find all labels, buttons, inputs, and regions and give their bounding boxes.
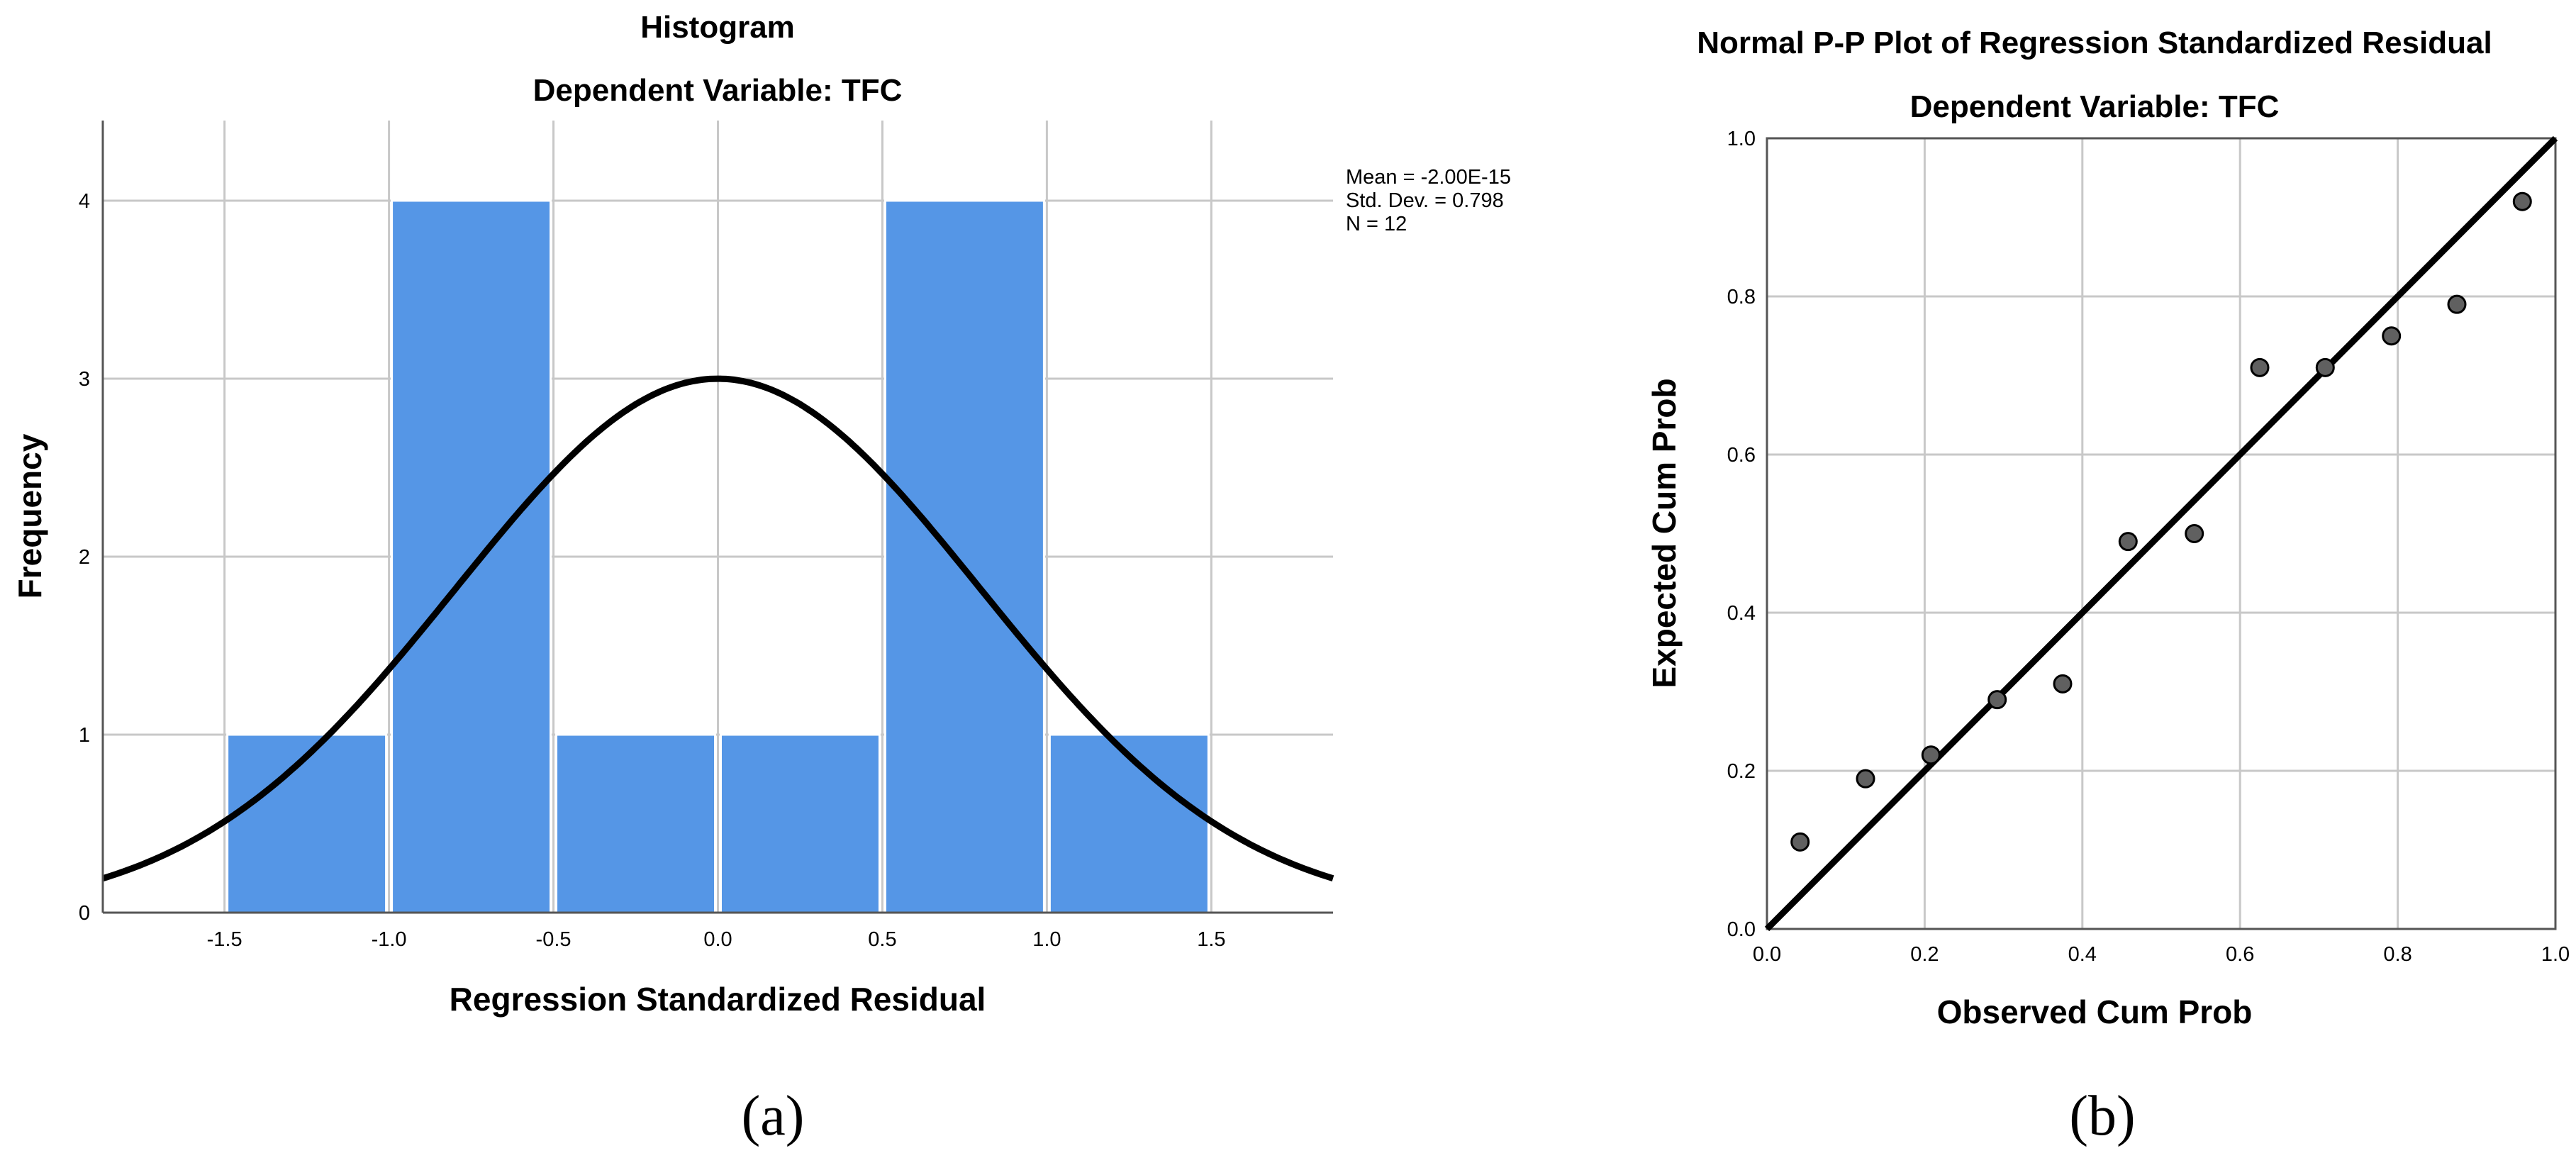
histogram-bars	[226, 199, 1210, 914]
histogram-y-tick-3: 3	[79, 368, 90, 391]
pp-plot-y-tick-1: 0.2	[1727, 760, 1756, 783]
pp-plot-subtitle: Dependent Variable: TFC	[1910, 89, 2280, 124]
pp-plot-y-axis-label: Expected Cum Prob	[1646, 378, 1683, 688]
stats-mean: Mean = -2.00E-15	[1346, 166, 1511, 189]
histogram-bar-0	[226, 733, 388, 914]
pp-plot-y-tick-labels: 0.0 0.2 0.4 0.6 0.8 1.0	[1727, 128, 1756, 941]
histogram-y-tick-0: 0	[79, 902, 90, 925]
pp-plot-y-tick-4: 0.8	[1727, 286, 1756, 308]
pp-plot-point-0	[1790, 832, 1810, 852]
pp-plot-point-8	[2315, 357, 2335, 377]
histogram-subtitle: Dependent Variable: TFC	[533, 73, 903, 108]
histogram-y-axis-label: Frequency	[11, 433, 48, 599]
histogram-gridlines	[103, 121, 1333, 913]
histogram-panel: Histogram Dependent Variable: TFC -1.5 -1…	[11, 10, 1511, 1147]
histogram-y-tick-labels: 0 1 2 3 4	[79, 190, 90, 925]
pp-plot-point-2	[1921, 745, 1941, 765]
reference-diagonal-line	[1764, 135, 2558, 932]
histogram-bar-1	[391, 199, 552, 914]
pp-plot-panel: Normal P-P Plot of Regression Standardiz…	[1646, 26, 2570, 1147]
pp-plot-x-tick-5: 1.0	[2541, 943, 2570, 966]
pp-plot-x-tick-2: 0.4	[2068, 943, 2097, 966]
pp-plot-y-tick-0: 0.0	[1727, 918, 1756, 941]
pp-plot-x-tick-3: 0.6	[2226, 943, 2254, 966]
pp-plot-y-tick-2: 0.4	[1727, 602, 1756, 625]
histogram-x-tick-3: 0.0	[703, 928, 732, 951]
pp-plot-x-tick-4: 0.8	[2383, 943, 2411, 966]
pp-plot-point-11	[2512, 191, 2532, 211]
pp-plot-x-tick-labels: 0.0 0.2 0.4 0.6 0.8 1.0	[1753, 943, 2570, 966]
pp-plot-point-1	[1856, 769, 1875, 789]
pp-plot-point-5	[2118, 532, 2138, 552]
histogram-x-tick-5: 1.0	[1032, 928, 1061, 951]
pp-plot-x-tick-1: 0.2	[1910, 943, 1939, 966]
pp-plot-x-tick-0: 0.0	[1753, 943, 1781, 966]
histogram-bar-5	[1048, 733, 1210, 914]
histogram-x-tick-2: -0.5	[536, 928, 571, 951]
pp-plot-point-6	[2185, 524, 2204, 543]
caption-b: (b)	[2069, 1085, 2135, 1147]
pp-plot-point-10	[2447, 294, 2467, 314]
pp-plot-y-tick-5: 1.0	[1727, 128, 1756, 150]
histogram-x-tick-6: 1.5	[1197, 928, 1225, 951]
pp-plot-frame	[1766, 137, 2557, 930]
normal-curve	[101, 375, 1334, 881]
pp-plot-point-3	[1987, 690, 2007, 710]
pp-plot-point-4	[2053, 674, 2073, 694]
pp-plot-title: Normal P-P Plot of Regression Standardiz…	[1697, 26, 2492, 60]
pp-plot-point-7	[2250, 357, 2270, 377]
histogram-bar-2	[555, 733, 717, 914]
pp-plot-points	[1790, 191, 2532, 852]
histogram-title: Histogram	[640, 10, 795, 45]
histogram-stats-box: Mean = -2.00E-15 Std. Dev. = 0.798 N = 1…	[1346, 166, 1511, 235]
caption-a: (a)	[742, 1085, 805, 1147]
histogram-x-tick-labels: -1.5 -1.0 -0.5 0.0 0.5 1.0 1.5	[207, 928, 1226, 951]
pp-plot-y-tick-3: 0.6	[1727, 444, 1756, 467]
histogram-bar-4	[883, 199, 1045, 914]
pp-plot-x-axis-label: Observed Cum Prob	[1937, 993, 2253, 1030]
stats-std-dev: Std. Dev. = 0.798	[1346, 189, 1504, 212]
histogram-y-tick-4: 4	[79, 190, 90, 213]
histogram-x-tick-4: 0.5	[868, 928, 896, 951]
pp-plot-point-9	[2382, 326, 2402, 346]
stats-n: N = 12	[1346, 213, 1407, 235]
histogram-x-tick-1: -1.0	[372, 928, 407, 951]
histogram-x-tick-0: -1.5	[207, 928, 242, 951]
histogram-x-axis-label: Regression Standardized Residual	[450, 981, 986, 1018]
histogram-y-tick-2: 2	[79, 546, 90, 569]
histogram-y-tick-1: 1	[79, 724, 90, 747]
histogram-bar-3	[720, 733, 881, 914]
